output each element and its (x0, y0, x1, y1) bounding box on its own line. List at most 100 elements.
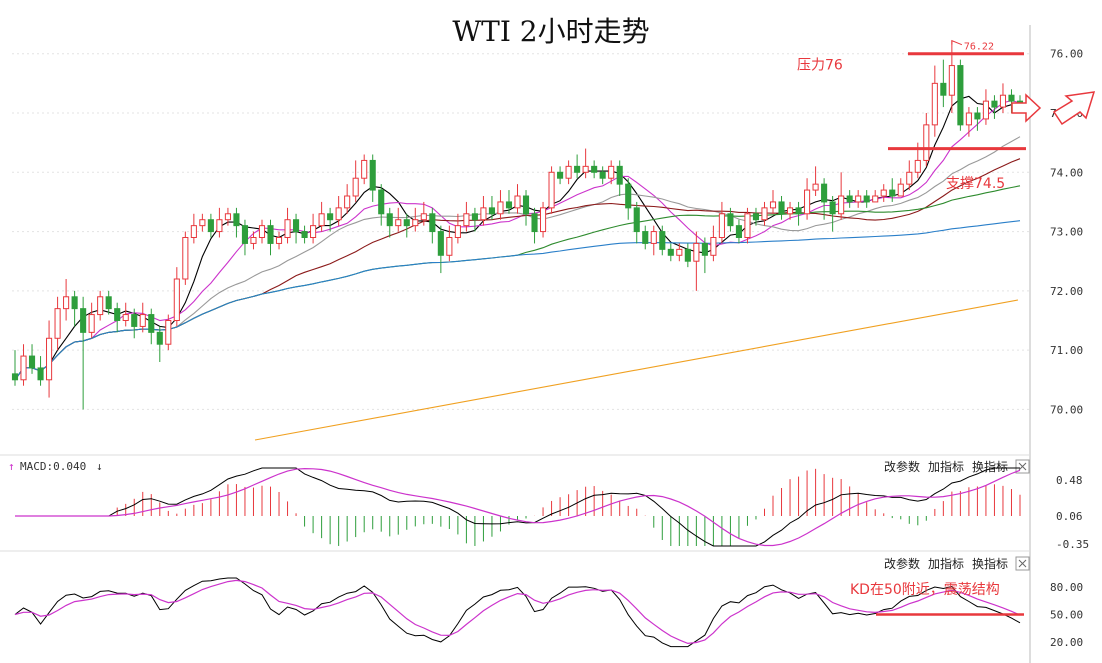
candle-body (480, 207, 487, 221)
candle (293, 213, 300, 244)
candle-body (122, 314, 129, 322)
candle (531, 207, 538, 244)
candle-body (131, 314, 138, 327)
candle-body (318, 213, 325, 227)
kd-control-0[interactable]: 改参数 (884, 556, 920, 571)
candle-body (974, 112, 981, 120)
candle (693, 231, 700, 291)
macd-control-2[interactable]: 换指标 (972, 459, 1008, 474)
candle-body (923, 124, 930, 161)
kd-control-2[interactable]: 换指标 (972, 556, 1008, 571)
candle-body (761, 207, 768, 221)
candle (335, 196, 342, 226)
candle-body (650, 231, 657, 244)
candle-body (344, 195, 351, 209)
kd-control-1[interactable]: 加指标 (928, 556, 964, 571)
candle (224, 207, 231, 226)
candle (352, 160, 359, 202)
candle (948, 40, 955, 113)
candle-body (880, 189, 887, 197)
candle (71, 290, 78, 327)
candle-body (608, 165, 615, 179)
candle (471, 207, 478, 232)
candle-body (165, 320, 172, 345)
candle-body (940, 82, 947, 96)
candle-body (897, 183, 904, 197)
close-icon-x (1018, 559, 1027, 568)
candle-body (361, 159, 368, 179)
candle (28, 344, 36, 374)
candle (361, 154, 368, 185)
candle-body (846, 195, 853, 203)
candle-body (565, 165, 572, 179)
candle (46, 320, 53, 398)
candle (420, 201, 427, 226)
candle (804, 178, 811, 220)
candle (429, 207, 436, 244)
candle (37, 356, 44, 386)
high-marker-arrow (951, 39, 963, 46)
close-icon[interactable] (1015, 459, 1030, 474)
candle (880, 184, 887, 202)
candle (148, 308, 155, 345)
candle-body (454, 225, 461, 238)
candle (301, 225, 308, 244)
candle (906, 160, 913, 191)
candle (497, 190, 504, 220)
candle (974, 107, 981, 131)
candle-body (872, 195, 879, 203)
close-icon[interactable] (1015, 556, 1030, 571)
chart-title: WTI 2小时走势 (452, 15, 650, 48)
candle (275, 231, 283, 250)
candle (735, 219, 742, 244)
candle (114, 302, 121, 333)
candle-body (412, 219, 419, 227)
candle-body (684, 248, 691, 262)
candle-body (446, 237, 453, 256)
candle-body (310, 225, 317, 238)
candle-body (301, 231, 308, 238)
candle (505, 190, 513, 214)
candle-body (999, 94, 1007, 108)
candle (838, 172, 845, 220)
candle (599, 166, 606, 185)
candle (991, 95, 998, 119)
candle (659, 225, 666, 256)
candle-body (182, 237, 189, 280)
ma250-line (254, 299, 1019, 441)
candle-body (804, 189, 811, 215)
candle-body (906, 171, 913, 185)
candle (378, 184, 385, 226)
kd-k-line (14, 577, 1021, 648)
candle-body (769, 201, 777, 209)
candle (250, 231, 257, 250)
candle-body (11, 373, 19, 381)
macd-control-1[interactable]: 加指标 (928, 459, 964, 474)
candle (173, 267, 180, 327)
candle (718, 201, 725, 244)
candle-body (352, 177, 359, 197)
candle-body (335, 207, 342, 221)
candle (923, 113, 930, 167)
candle (965, 107, 972, 137)
candle-body (667, 248, 674, 256)
candle-body (505, 201, 513, 209)
candle-body (659, 231, 666, 250)
candle (616, 160, 623, 196)
candle-body (693, 242, 700, 262)
candle (557, 166, 564, 185)
candle (463, 201, 470, 232)
candle (812, 166, 819, 196)
candle (582, 148, 589, 179)
candle-body (710, 237, 717, 256)
macd-control-0[interactable]: 改参数 (884, 459, 920, 474)
candle (97, 290, 104, 321)
macd-dif-line (15, 467, 1020, 547)
candle-body (582, 165, 589, 173)
candle-body (88, 314, 95, 333)
candle-body (28, 355, 36, 369)
candle-body (463, 213, 470, 227)
right-arrow-icon (1011, 93, 1042, 123)
macd-y-tick: 0.06 (1056, 510, 1083, 523)
high-marker-label: 76.22 (964, 42, 994, 53)
